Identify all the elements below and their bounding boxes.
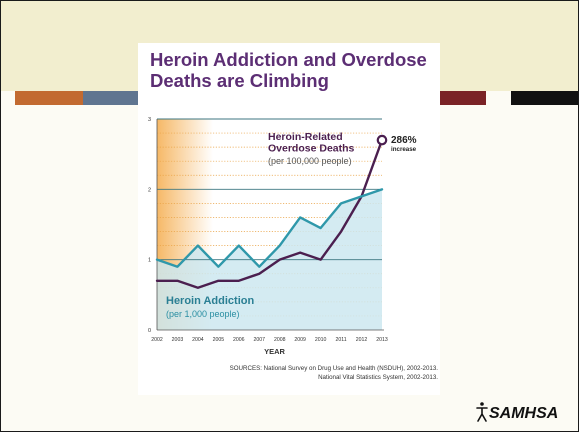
overdose-endpoint-marker [376, 134, 388, 146]
samhsa-logo: SAMHSA [474, 400, 566, 424]
x-tick-label: 2002 [151, 337, 163, 343]
increase-annotation: 286% [391, 135, 417, 146]
addiction-series-label: Heroin Addiction [166, 295, 254, 307]
y-tick-label: 1 [148, 258, 151, 264]
x-tick-label: 2005 [213, 337, 225, 343]
addiction-series-subtitle: (per 1,000 people) [166, 309, 240, 319]
overdose-series-subtitle: (per 100,000 people) [268, 156, 352, 166]
x-tick-label: 2012 [356, 337, 368, 343]
overdose-deaths-line [155, 138, 384, 289]
samhsa-logo-icon [476, 402, 488, 422]
accent-bar-black [511, 91, 578, 105]
x-tick-label: 2009 [294, 337, 306, 343]
x-axis-label: YEAR [264, 347, 285, 356]
x-tick-label: 2007 [253, 337, 265, 343]
y-tick-label: 2 [148, 187, 151, 193]
increase-annotation-subtext: increase [391, 146, 417, 153]
overdose-series-label: Heroin-Related Overdose Deaths [268, 131, 355, 155]
x-tick-label: 2006 [233, 337, 245, 343]
chart-title: Heroin Addiction and Overdose Deaths are… [150, 49, 427, 91]
y-tick-label: 0 [148, 328, 151, 334]
accent-bar-slate [83, 91, 139, 105]
x-tick-label: 2003 [172, 337, 184, 343]
samhsa-logo-text: SAMHSA [489, 405, 558, 422]
x-tick-label: 2004 [192, 337, 204, 343]
y-tick-label: 3 [148, 117, 151, 123]
accent-bar-red [440, 91, 486, 105]
sources-line-1: SOURCES: National Survey on Drug Use and… [229, 365, 438, 372]
x-tick-label: 2010 [315, 337, 327, 343]
accent-bar-orange [15, 91, 83, 105]
line-chart: 0 1 2 3 2002 2003 2004 2005 2006 2007 2008 2009 2010… [148, 117, 417, 356]
x-tick-label: 2008 [274, 337, 286, 343]
x-tick-label: 2011 [336, 337, 347, 343]
heroin-addiction-line [155, 188, 384, 268]
sources-line-2: National Vital Statistics System, 2002-2… [318, 373, 438, 381]
x-tick-label: 2013 [376, 337, 388, 343]
chart-card: Heroin Addiction and Overdose Deaths are… [138, 43, 440, 395]
sources-note: SOURCES: National Survey on Drug Use and… [198, 365, 438, 382]
